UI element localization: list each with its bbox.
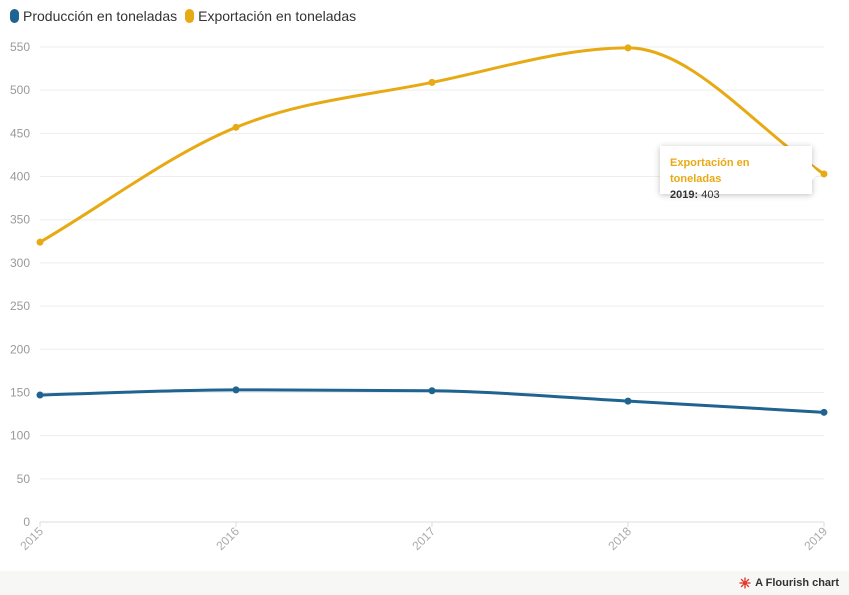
tooltip-value: 403 [701, 189, 720, 201]
data-point[interactable] [232, 123, 240, 131]
y-tick-label: 50 [17, 472, 31, 486]
tooltip-value-row: 2019: 403 [670, 187, 802, 203]
y-tick-label: 250 [10, 299, 30, 313]
data-point[interactable] [428, 387, 436, 395]
legend-label-produccion: Producción en toneladas [23, 8, 178, 24]
data-point[interactable] [232, 386, 240, 394]
legend-item-exportacion[interactable]: Exportación en toneladas [185, 8, 356, 24]
data-point[interactable] [624, 44, 632, 52]
series-lines [39, 46, 825, 414]
legend-label-exportacion: Exportación en toneladas [198, 8, 357, 24]
y-tick-label: 100 [10, 429, 30, 443]
legend-swatch-exportacion [185, 9, 195, 23]
gridlines [40, 46, 824, 523]
x-tick-label: 2017 [409, 524, 438, 553]
y-tick-label: 550 [10, 40, 30, 54]
tooltip-title: Exportación en toneladas [670, 157, 750, 185]
x-tick-label: 2018 [605, 524, 634, 553]
tooltip-label: 2019: [670, 189, 699, 201]
data-point[interactable] [624, 397, 632, 405]
y-tick-label: 450 [10, 126, 30, 140]
data-point[interactable] [820, 170, 828, 178]
y-tick-label: 0 [23, 515, 30, 529]
y-axis-ticks: 0 50 100 150 200 250 300 350 400 450 500 550 [10, 40, 30, 529]
y-tick-label: 150 [10, 385, 30, 399]
data-point[interactable] [36, 391, 44, 399]
y-tick-label: 350 [10, 213, 30, 227]
flourish-credit-link[interactable]: A Flourish chart [739, 577, 839, 589]
flourish-logo-icon [739, 577, 751, 589]
x-tick-label: 2015 [17, 524, 46, 553]
y-tick-label: 500 [10, 83, 30, 97]
legend: Producción en toneladas Exportación en t… [10, 8, 364, 24]
tooltip: Exportación en toneladas 2019: 403 [660, 146, 812, 201]
x-axis-ticks: 2015 2016 2017 2018 2019 [17, 522, 830, 553]
y-tick-label: 200 [10, 342, 30, 356]
credit-text: A Flourish chart [755, 577, 839, 589]
series-points [36, 44, 828, 416]
data-point[interactable] [820, 408, 828, 416]
y-tick-label: 400 [10, 170, 30, 184]
data-point[interactable] [428, 78, 436, 86]
footer: A Flourish chart [0, 571, 849, 595]
tooltip-arrow [812, 166, 819, 180]
data-point[interactable] [36, 238, 44, 246]
legend-item-produccion[interactable]: Producción en toneladas [10, 8, 177, 24]
x-tick-label: 2019 [801, 524, 830, 553]
legend-swatch-produccion [10, 9, 19, 23]
x-tick-label: 2016 [213, 524, 242, 553]
y-tick-label: 300 [10, 256, 30, 270]
